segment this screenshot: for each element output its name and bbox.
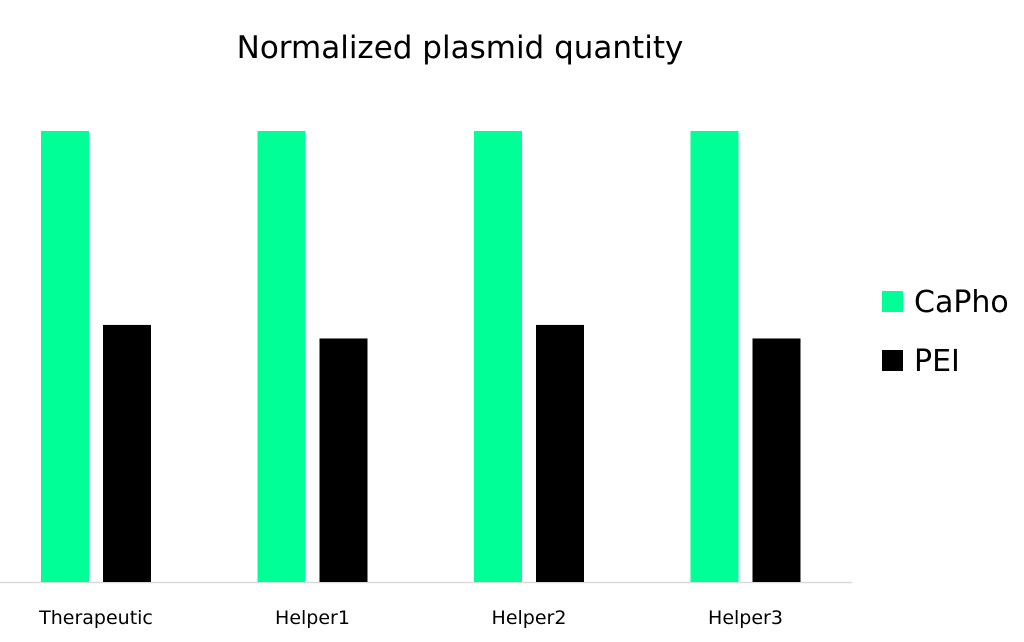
bar-capho-helper3 [690,131,739,582]
x-tick-label: Helper1 [275,607,350,629]
bar-capho-therapeutic [41,131,89,582]
legend-label-capho: CaPho [914,285,1009,320]
legend-swatch-pei [882,350,903,371]
legend-swatch-capho [882,291,903,312]
bar-capho-helper1 [257,131,306,582]
bar-pei-therapeutic [103,324,151,582]
chart-title: Normalized plasmid quantity [237,30,684,66]
x-tick-label: Helper3 [708,607,783,629]
bar-pei-helper3 [752,338,801,582]
bar-capho-helper2 [474,131,522,582]
bar-pei-helper1 [319,338,368,582]
x-tick-label: Helper2 [492,607,567,629]
bar-pei-helper2 [536,324,584,582]
legend-label-pei: PEI [914,344,960,379]
x-tick-label: Therapeutic [38,607,153,629]
